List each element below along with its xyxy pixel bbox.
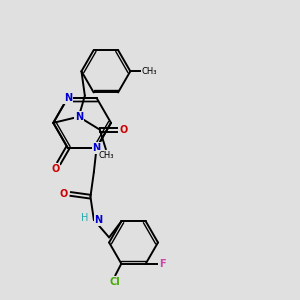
- Text: H: H: [81, 213, 88, 224]
- Text: CH₃: CH₃: [98, 151, 114, 160]
- Text: O: O: [60, 189, 68, 199]
- Text: N: N: [92, 143, 101, 153]
- Text: O: O: [51, 164, 60, 174]
- Text: Cl: Cl: [110, 277, 121, 286]
- Text: N: N: [94, 215, 103, 225]
- Text: CH₃: CH₃: [142, 67, 158, 76]
- Text: F: F: [159, 259, 166, 269]
- Text: N: N: [75, 112, 83, 122]
- Text: O: O: [119, 124, 128, 135]
- Text: N: N: [64, 93, 72, 103]
